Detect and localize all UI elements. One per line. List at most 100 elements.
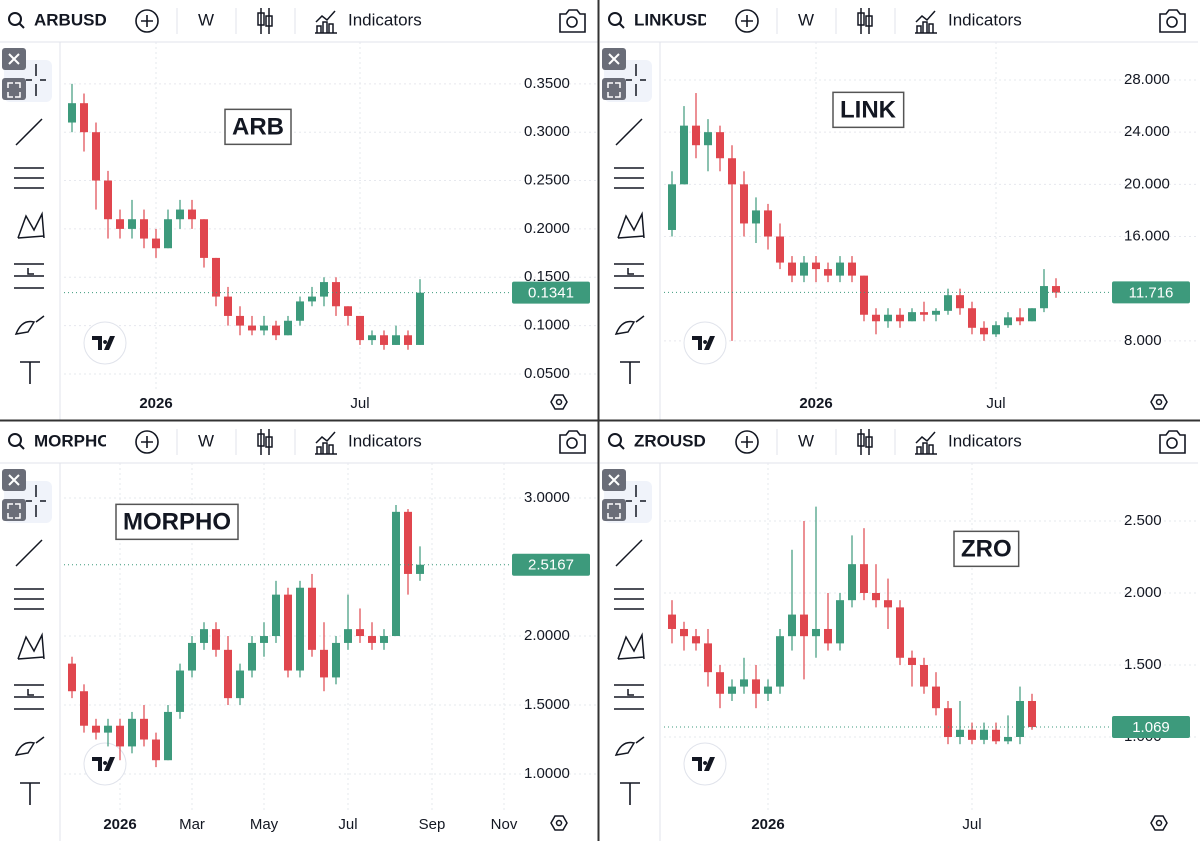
add-symbol[interactable] bbox=[135, 9, 159, 33]
text-tool[interactable] bbox=[620, 361, 640, 384]
symbol[interactable]: MORPHOUSD bbox=[34, 431, 146, 450]
add-symbol[interactable] bbox=[135, 430, 159, 454]
pattern-tool[interactable] bbox=[617, 211, 645, 239]
candle-body bbox=[116, 219, 124, 229]
measure-tool[interactable] bbox=[14, 684, 44, 710]
settings-icon[interactable] bbox=[1150, 394, 1168, 410]
candle-body bbox=[188, 209, 196, 220]
pattern-tool[interactable] bbox=[17, 211, 45, 239]
search-icon[interactable] bbox=[8, 12, 22, 26]
camera-icon[interactable] bbox=[559, 9, 586, 33]
text-tool[interactable] bbox=[620, 782, 640, 805]
measure-tool[interactable] bbox=[614, 684, 644, 710]
symbol[interactable]: ARBUSD bbox=[34, 10, 107, 29]
add-symbol[interactable] bbox=[735, 9, 759, 33]
brush-tool[interactable] bbox=[14, 315, 45, 335]
trendline-tool[interactable] bbox=[15, 539, 43, 567]
candle-body bbox=[908, 312, 916, 322]
brush-tool[interactable] bbox=[614, 315, 645, 335]
candle-body bbox=[416, 564, 424, 574]
candle-body bbox=[248, 642, 256, 671]
crosshair-icon[interactable] bbox=[26, 64, 46, 96]
interval[interactable]: W bbox=[198, 431, 214, 450]
add-symbol[interactable] bbox=[735, 430, 759, 454]
candle-body bbox=[1040, 286, 1048, 309]
last-price-label: 0.1341 bbox=[528, 285, 574, 302]
indicators-icon[interactable] bbox=[315, 10, 337, 34]
interval[interactable]: W bbox=[798, 10, 814, 29]
indicators[interactable]: Indicators bbox=[348, 431, 422, 450]
measure-tool[interactable] bbox=[614, 263, 644, 289]
camera-lens bbox=[566, 437, 578, 449]
candle-body bbox=[308, 587, 316, 650]
trendline-tool[interactable] bbox=[615, 118, 643, 146]
camera-icon[interactable] bbox=[1159, 9, 1186, 33]
pattern-tool[interactable] bbox=[617, 632, 645, 660]
pattern-tool[interactable] bbox=[17, 632, 45, 660]
add-symbol-plus bbox=[741, 436, 753, 448]
settings-icon[interactable] bbox=[1150, 815, 1168, 831]
fib-tool[interactable] bbox=[614, 167, 644, 189]
candle-body bbox=[884, 600, 892, 608]
candle-body bbox=[404, 511, 412, 574]
candle-body bbox=[956, 295, 964, 309]
candle-body bbox=[188, 642, 196, 671]
candle-body bbox=[680, 628, 688, 637]
chart-type-icon[interactable] bbox=[257, 429, 273, 455]
brush-tool[interactable] bbox=[14, 736, 45, 756]
y-tick-label: 2.000 bbox=[1124, 584, 1162, 601]
indicators[interactable]: Indicators bbox=[948, 431, 1022, 450]
expand-button[interactable] bbox=[2, 78, 26, 100]
indicators-icon[interactable] bbox=[315, 431, 337, 455]
text-tool[interactable] bbox=[20, 361, 40, 384]
camera-icon[interactable] bbox=[559, 430, 586, 454]
candle-body bbox=[320, 282, 328, 297]
crosshair-icon[interactable] bbox=[26, 485, 46, 517]
measure-tool[interactable] bbox=[14, 263, 44, 289]
symbol-wrap: MORPHOUSD bbox=[34, 431, 146, 450]
interval[interactable]: W bbox=[198, 10, 214, 29]
brush-tool[interactable] bbox=[614, 736, 645, 756]
fib-tool[interactable] bbox=[614, 588, 644, 610]
indicators-icon[interactable] bbox=[915, 431, 937, 455]
expand-button[interactable] bbox=[602, 499, 626, 521]
indicators[interactable]: Indicators bbox=[948, 10, 1022, 29]
symbol[interactable]: LINKUSD bbox=[634, 10, 710, 29]
symbol[interactable]: ZROUSD bbox=[634, 431, 706, 450]
crosshair-icon[interactable] bbox=[626, 64, 646, 96]
annotation-box bbox=[832, 91, 905, 129]
fib-tool[interactable] bbox=[14, 588, 44, 610]
trendline-tool[interactable] bbox=[15, 118, 43, 146]
indicators-icon[interactable] bbox=[915, 10, 937, 34]
indicators[interactable]: Indicators bbox=[348, 10, 422, 29]
chart-type-icon[interactable] bbox=[257, 8, 273, 34]
y-tick-label: 2.500 bbox=[1124, 512, 1162, 529]
expand-button[interactable] bbox=[2, 499, 26, 521]
candle-body bbox=[764, 686, 772, 694]
search-icon[interactable] bbox=[608, 433, 622, 447]
camera-icon[interactable] bbox=[1159, 430, 1186, 454]
panel: ZROUSDWIndicators1.0001.5002.0002.500202… bbox=[600, 421, 1198, 841]
text-tool[interactable] bbox=[20, 782, 40, 805]
settings-icon[interactable] bbox=[550, 815, 568, 831]
y-tick-label: 24.000 bbox=[1124, 123, 1170, 140]
candle-body bbox=[968, 308, 976, 328]
settings-dot bbox=[555, 398, 563, 406]
chart-type-icon[interactable] bbox=[857, 429, 873, 455]
chart-type-icon[interactable] bbox=[857, 8, 873, 34]
search-icon[interactable] bbox=[8, 433, 22, 447]
interval[interactable]: W bbox=[798, 431, 814, 450]
settings-icon[interactable] bbox=[550, 394, 568, 410]
fib-tool[interactable] bbox=[14, 167, 44, 189]
annotation: ZRO bbox=[961, 535, 1012, 562]
candle-body bbox=[800, 262, 808, 276]
search-icon[interactable] bbox=[608, 12, 622, 26]
candle-body bbox=[68, 663, 76, 692]
expand-button[interactable] bbox=[602, 78, 626, 100]
trendline-tool[interactable] bbox=[615, 539, 643, 567]
x-tick-label: 2026 bbox=[103, 816, 136, 833]
candle-body bbox=[1052, 286, 1060, 293]
crosshair-icon[interactable] bbox=[626, 485, 646, 517]
x-tick-label: 2026 bbox=[751, 816, 784, 833]
candle-body bbox=[776, 636, 784, 687]
